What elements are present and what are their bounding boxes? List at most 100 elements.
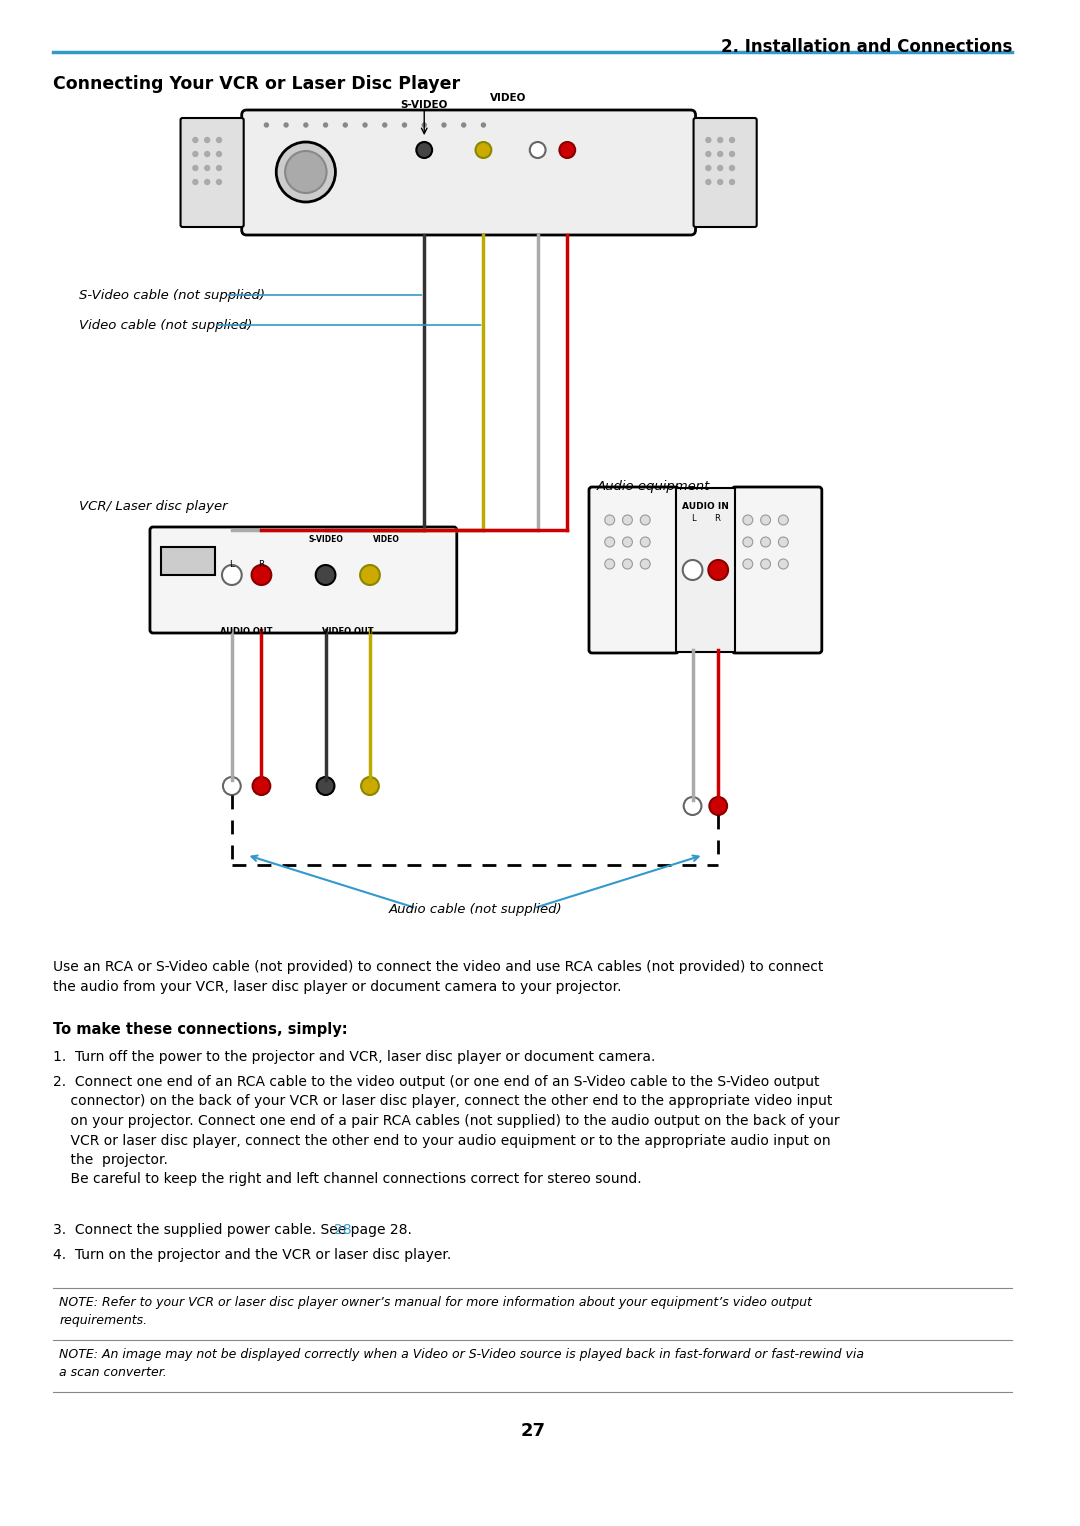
Circle shape	[422, 124, 427, 127]
Text: 27: 27	[521, 1422, 545, 1441]
Circle shape	[205, 137, 210, 142]
Circle shape	[708, 560, 728, 580]
Circle shape	[252, 565, 271, 584]
Circle shape	[760, 537, 770, 546]
Text: Connecting Your VCR or Laser Disc Player: Connecting Your VCR or Laser Disc Player	[53, 75, 460, 93]
Circle shape	[760, 514, 770, 525]
Circle shape	[382, 124, 387, 127]
Circle shape	[605, 559, 615, 569]
Circle shape	[718, 165, 723, 171]
Text: VIDEO: VIDEO	[490, 93, 526, 102]
Text: VCR/ Laser disc player: VCR/ Laser disc player	[79, 501, 228, 513]
Circle shape	[605, 537, 615, 546]
Circle shape	[193, 151, 198, 157]
Circle shape	[743, 559, 753, 569]
Bar	[161, 546, 215, 575]
Circle shape	[217, 180, 221, 185]
Circle shape	[622, 537, 633, 546]
Text: AUDIO IN: AUDIO IN	[681, 502, 729, 511]
Text: 28: 28	[334, 1222, 351, 1238]
Circle shape	[193, 137, 198, 142]
Circle shape	[706, 137, 711, 142]
Text: Audio cable (not supplied): Audio cable (not supplied)	[388, 903, 562, 916]
Circle shape	[730, 165, 734, 171]
Circle shape	[684, 797, 701, 815]
Circle shape	[760, 559, 770, 569]
Text: To make these connections, simply:: To make these connections, simply:	[53, 1022, 348, 1038]
Circle shape	[284, 124, 288, 127]
Text: L: L	[229, 560, 234, 569]
Circle shape	[285, 151, 326, 192]
Circle shape	[743, 537, 753, 546]
FancyBboxPatch shape	[693, 118, 757, 227]
Circle shape	[706, 151, 711, 157]
Circle shape	[718, 137, 723, 142]
Circle shape	[730, 151, 734, 157]
FancyBboxPatch shape	[180, 118, 244, 227]
Circle shape	[316, 777, 335, 795]
Circle shape	[530, 142, 545, 159]
Text: Audio equipment: Audio equipment	[597, 481, 711, 493]
Circle shape	[217, 137, 221, 142]
Circle shape	[718, 180, 723, 185]
Circle shape	[482, 124, 485, 127]
Circle shape	[205, 165, 210, 171]
Circle shape	[324, 124, 327, 127]
Circle shape	[706, 165, 711, 171]
Circle shape	[217, 151, 221, 157]
Circle shape	[222, 565, 242, 584]
Text: R: R	[258, 560, 265, 569]
Text: VIDEO OUT: VIDEO OUT	[322, 627, 374, 636]
Text: R: R	[714, 514, 720, 523]
Circle shape	[640, 537, 650, 546]
Text: NOTE: Refer to your VCR or laser disc player owner’s manual for more information: NOTE: Refer to your VCR or laser disc pl…	[59, 1296, 812, 1328]
FancyBboxPatch shape	[676, 488, 735, 652]
Circle shape	[217, 165, 221, 171]
Text: L: L	[691, 514, 696, 523]
Circle shape	[363, 124, 367, 127]
Text: AUDIO OUT: AUDIO OUT	[220, 627, 273, 636]
Circle shape	[559, 142, 576, 159]
Text: Use an RCA or S-Video cable (not provided) to connect the video and use RCA cabl: Use an RCA or S-Video cable (not provide…	[53, 960, 824, 993]
Circle shape	[253, 777, 270, 795]
Circle shape	[205, 180, 210, 185]
Circle shape	[718, 151, 723, 157]
Circle shape	[403, 124, 406, 127]
Circle shape	[303, 124, 308, 127]
Text: 2.  Connect one end of an RCA cable to the video output (or one end of an S-Vide: 2. Connect one end of an RCA cable to th…	[53, 1074, 840, 1187]
Circle shape	[640, 514, 650, 525]
Circle shape	[710, 797, 727, 815]
Circle shape	[683, 560, 702, 580]
Circle shape	[193, 165, 198, 171]
FancyBboxPatch shape	[242, 110, 696, 235]
Text: 3.  Connect the supplied power cable. See page 28.: 3. Connect the supplied power cable. See…	[53, 1222, 413, 1238]
Circle shape	[779, 559, 788, 569]
Circle shape	[361, 777, 379, 795]
FancyBboxPatch shape	[732, 487, 822, 653]
Circle shape	[706, 180, 711, 185]
Text: 1.  Turn off the power to the projector and VCR, laser disc player or document c: 1. Turn off the power to the projector a…	[53, 1050, 656, 1064]
Circle shape	[442, 124, 446, 127]
Circle shape	[779, 537, 788, 546]
Circle shape	[462, 124, 465, 127]
Circle shape	[416, 142, 432, 159]
Circle shape	[193, 180, 198, 185]
Text: S-VIDEO: S-VIDEO	[401, 101, 448, 110]
Text: 2. Installation and Connections: 2. Installation and Connections	[720, 38, 1012, 56]
Circle shape	[779, 514, 788, 525]
Circle shape	[743, 514, 753, 525]
Circle shape	[622, 559, 633, 569]
Circle shape	[360, 565, 380, 584]
Text: S-Video cable (not supplied): S-Video cable (not supplied)	[79, 288, 265, 302]
Text: Video cable (not supplied): Video cable (not supplied)	[79, 319, 253, 331]
FancyBboxPatch shape	[150, 526, 457, 633]
Circle shape	[222, 777, 241, 795]
Circle shape	[622, 514, 633, 525]
Circle shape	[315, 565, 336, 584]
FancyBboxPatch shape	[589, 487, 678, 653]
Circle shape	[730, 137, 734, 142]
Text: VIDEO: VIDEO	[373, 536, 400, 543]
Circle shape	[605, 514, 615, 525]
Circle shape	[730, 180, 734, 185]
Text: 4.  Turn on the projector and the VCR or laser disc player.: 4. Turn on the projector and the VCR or …	[53, 1248, 451, 1262]
